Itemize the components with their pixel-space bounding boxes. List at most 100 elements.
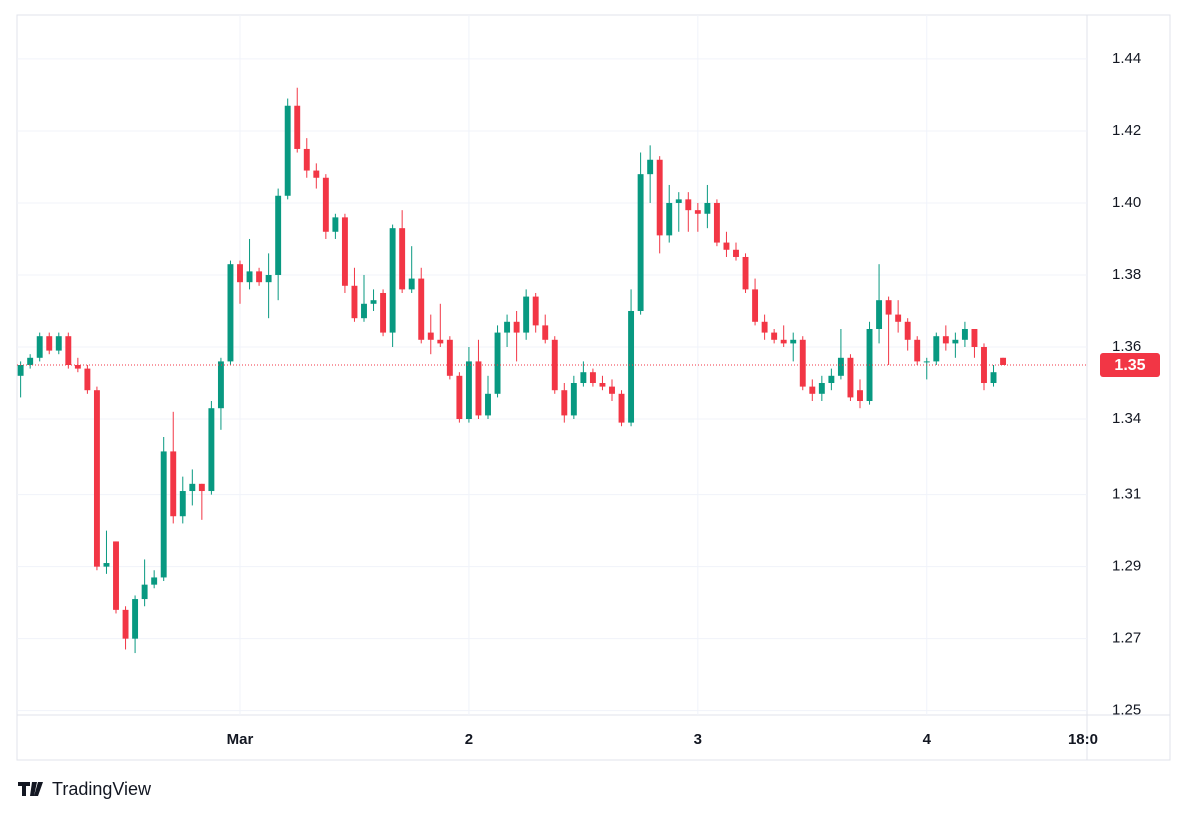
- candle-body: [313, 170, 320, 178]
- candle-body: [494, 332, 501, 394]
- candle-body: [27, 357, 34, 365]
- candle-body: [609, 386, 615, 394]
- candle-body: [895, 314, 902, 322]
- candle-body: [303, 148, 310, 171]
- candle-body: [208, 408, 215, 492]
- candle-body: [437, 339, 444, 344]
- candle-body: [227, 264, 234, 362]
- y-tick-label: 1.31: [1112, 486, 1141, 503]
- candle-body: [399, 228, 406, 290]
- candle-body: [370, 300, 377, 304]
- candle-body: [599, 383, 606, 387]
- candle-body: [818, 383, 825, 394]
- candle-body: [771, 332, 778, 340]
- candle-body: [570, 383, 577, 416]
- last-price-badge: [1100, 353, 1160, 377]
- candle-body: [885, 300, 892, 315]
- candle-body: [799, 339, 806, 387]
- candle-body: [752, 289, 759, 322]
- candle-body: [256, 271, 263, 283]
- candle-body: [513, 321, 520, 333]
- candle-body: [427, 332, 434, 340]
- candle-body: [542, 325, 549, 340]
- candle-body: [160, 451, 167, 578]
- candle-body: [322, 177, 329, 232]
- x-tick-label: 2: [465, 731, 473, 748]
- candle-body: [580, 372, 587, 384]
- y-tick-label: 1.27: [1112, 630, 1141, 647]
- candle-body: [351, 285, 358, 319]
- candle-body: [237, 264, 243, 283]
- candle-body: [704, 202, 711, 214]
- candle-body: [952, 339, 959, 344]
- last-price-label: 1.35: [1114, 357, 1145, 374]
- candles: [17, 87, 1087, 654]
- candle-body: [675, 199, 682, 203]
- candle-body: [361, 303, 367, 319]
- candle-body: [685, 199, 692, 211]
- candle-body: [647, 159, 654, 175]
- candle-body: [618, 393, 625, 423]
- logo-icon: [18, 782, 43, 796]
- candle-body: [446, 339, 453, 376]
- candle-body: [84, 368, 91, 391]
- candle-body: [217, 361, 224, 409]
- candle-body: [971, 328, 978, 347]
- candle-body: [55, 336, 62, 351]
- candle-body: [713, 202, 720, 243]
- logo: TradingView: [18, 779, 152, 799]
- candle-body: [828, 375, 835, 384]
- x-tick-label: Mar: [227, 731, 254, 748]
- candle-body: [876, 300, 883, 329]
- candle-body: [723, 242, 730, 250]
- candle-body: [132, 599, 139, 639]
- candle-body: [332, 217, 339, 232]
- y-tick-label: 1.42: [1112, 122, 1141, 139]
- candle-body: [933, 336, 940, 362]
- candle-body: [93, 390, 100, 567]
- candle-body: [275, 195, 282, 275]
- candle-body: [942, 336, 949, 344]
- candle-body: [103, 563, 110, 567]
- candle-body: [265, 274, 272, 283]
- candle-body: [485, 393, 491, 416]
- candle-body: [637, 174, 644, 311]
- candle-body: [504, 321, 511, 333]
- x-tick-label: 18:0: [1068, 731, 1098, 748]
- candle-body: [990, 372, 997, 384]
- axis-labels: 1.44 1.42 1.40 1.38 1.36 1.34 1.31 1.29 1.27 1.25…: [227, 50, 1160, 748]
- candle-body: [780, 339, 787, 344]
- candle-body: [198, 483, 205, 492]
- candle-body: [847, 357, 854, 398]
- candle-body: [456, 375, 463, 420]
- y-tick-label: 1.44: [1112, 50, 1141, 67]
- x-tick-label: 3: [694, 731, 702, 748]
- candle-body: [532, 296, 539, 326]
- frame: [16, 14, 1171, 761]
- candle-body: [465, 361, 472, 420]
- candle-body: [36, 336, 43, 358]
- candle-body: [341, 217, 348, 286]
- candle-body: [837, 357, 844, 376]
- candle-body: [656, 159, 663, 236]
- candle-body: [742, 256, 749, 290]
- candle-body: [151, 577, 158, 585]
- candle-body: [589, 372, 596, 384]
- candle-body: [914, 339, 921, 362]
- candle-body: [113, 541, 119, 610]
- candle-body: [809, 386, 816, 394]
- y-tick-label: 1.34: [1112, 410, 1141, 427]
- candle-body: [122, 609, 129, 639]
- y-tick-label: 1.36: [1112, 338, 1141, 355]
- candle-body: [475, 361, 482, 416]
- y-tick-label: 1.38: [1112, 266, 1141, 283]
- candle-body: [666, 202, 673, 236]
- candle-body: [694, 210, 701, 214]
- candle-body: [733, 249, 739, 257]
- candle-body: [523, 296, 530, 333]
- y-tick-label: 1.40: [1112, 194, 1141, 211]
- candle-body: [189, 483, 196, 492]
- candle-body: [904, 321, 911, 340]
- candle-body: [294, 105, 301, 149]
